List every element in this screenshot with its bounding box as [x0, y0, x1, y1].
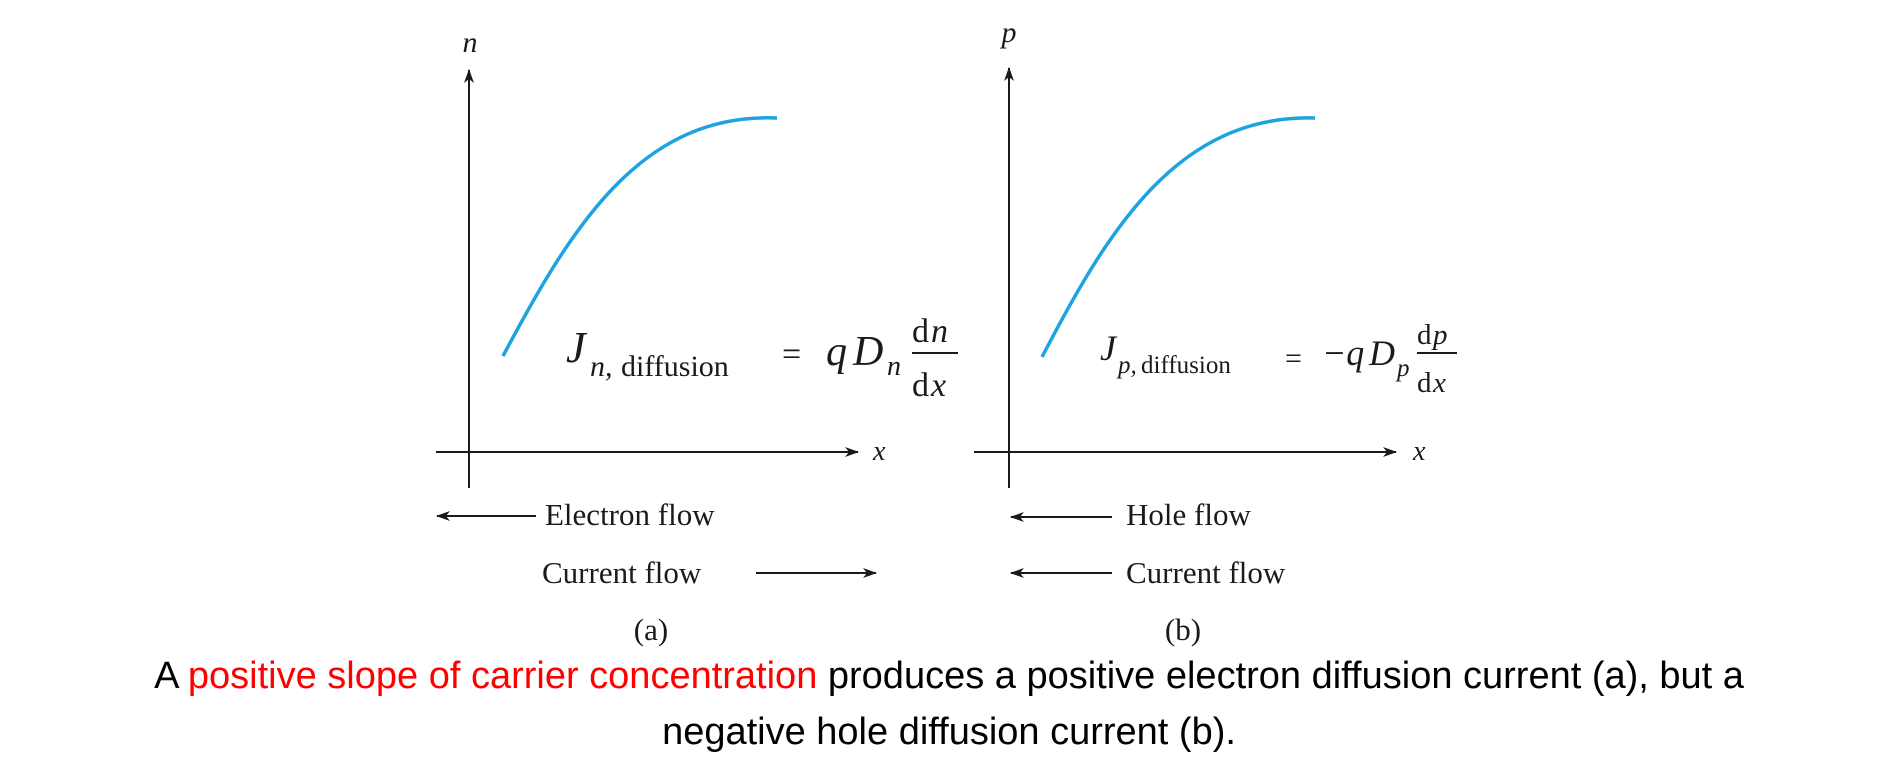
- caption-line-2: negative hole diffusion current (b).: [662, 711, 1236, 753]
- panel-a-current-flow-label: Current flow: [542, 555, 702, 590]
- panel-b-eq-equals: =: [1285, 342, 1302, 375]
- panel-a-eq-symbol: J: [566, 323, 588, 372]
- panel-b-equation: J p, diffusion = −q D p d p d x: [1100, 319, 1457, 399]
- panel-b-current-flow-label: Current flow: [1126, 555, 1286, 590]
- figure-caption: A positive slope of carrier concentratio…: [0, 648, 1898, 760]
- panel-a-eq-num-var: n: [931, 313, 948, 350]
- panel-a-x-axis-label: x: [872, 436, 886, 467]
- panel-a-equation: J n, diffusion = q D n d n d x: [566, 313, 958, 404]
- panel-a-concentration-curve: [501, 116, 778, 357]
- panel-b-eq-num-var: p: [1431, 319, 1448, 351]
- panel-b-eq-symbol: J: [1100, 328, 1118, 368]
- panel-a-y-axis-label: n: [463, 26, 478, 59]
- caption-line-1: A positive slope of carrier concentratio…: [0, 648, 1898, 704]
- panel-a-eq-den-d: d: [912, 367, 929, 404]
- panel-b-eq-den-d: d: [1417, 367, 1432, 399]
- panel-a-eq-subscript-text: diffusion: [621, 350, 729, 383]
- panel-b-eq-q: −q: [1322, 333, 1364, 373]
- panel-b-hole-flow-label: Hole flow: [1126, 497, 1251, 532]
- panel-a-eq-q: q: [826, 329, 847, 375]
- panel-b: p x J p, diffusion = −q D p d p d x Hole…: [974, 16, 1457, 647]
- caption-highlight: positive slope of carrier concentration: [187, 655, 818, 697]
- panel-a-eq-den-var: x: [930, 367, 946, 404]
- panel-b-y-axis-label: p: [1000, 16, 1017, 49]
- panel-a-electron-flow-label: Electron flow: [545, 497, 715, 532]
- panel-b-eq-subscript-var: p,: [1116, 352, 1137, 379]
- panel-a-eq-D: D: [852, 329, 883, 375]
- panel-b-eq-subscript-text: diffusion: [1141, 352, 1231, 379]
- caption-line-1-rest: produces a positive electron diffusion c…: [817, 655, 1744, 697]
- panel-b-concentration-curve: [1040, 116, 1316, 358]
- panel-a-eq-equals: =: [782, 336, 801, 373]
- panel-b-eq-num-d: d: [1417, 319, 1432, 351]
- panel-a-label: (a): [634, 612, 668, 647]
- panel-a-eq-subscript-var: n,: [590, 350, 613, 383]
- caption-prefix: A: [154, 655, 188, 697]
- panel-b-eq-D-sub: p: [1395, 355, 1410, 382]
- panel-b-eq-D: D: [1368, 333, 1395, 373]
- panel-b-x-axis-label: x: [1412, 436, 1426, 467]
- panel-a-eq-D-sub: n: [887, 351, 901, 382]
- panel-b-label: (b): [1165, 612, 1201, 647]
- panel-b-eq-den-var: x: [1432, 367, 1446, 399]
- panel-a: n x J n, diffusion = q D n d n d x Elect…: [436, 26, 958, 647]
- panel-a-eq-num-d: d: [912, 313, 929, 350]
